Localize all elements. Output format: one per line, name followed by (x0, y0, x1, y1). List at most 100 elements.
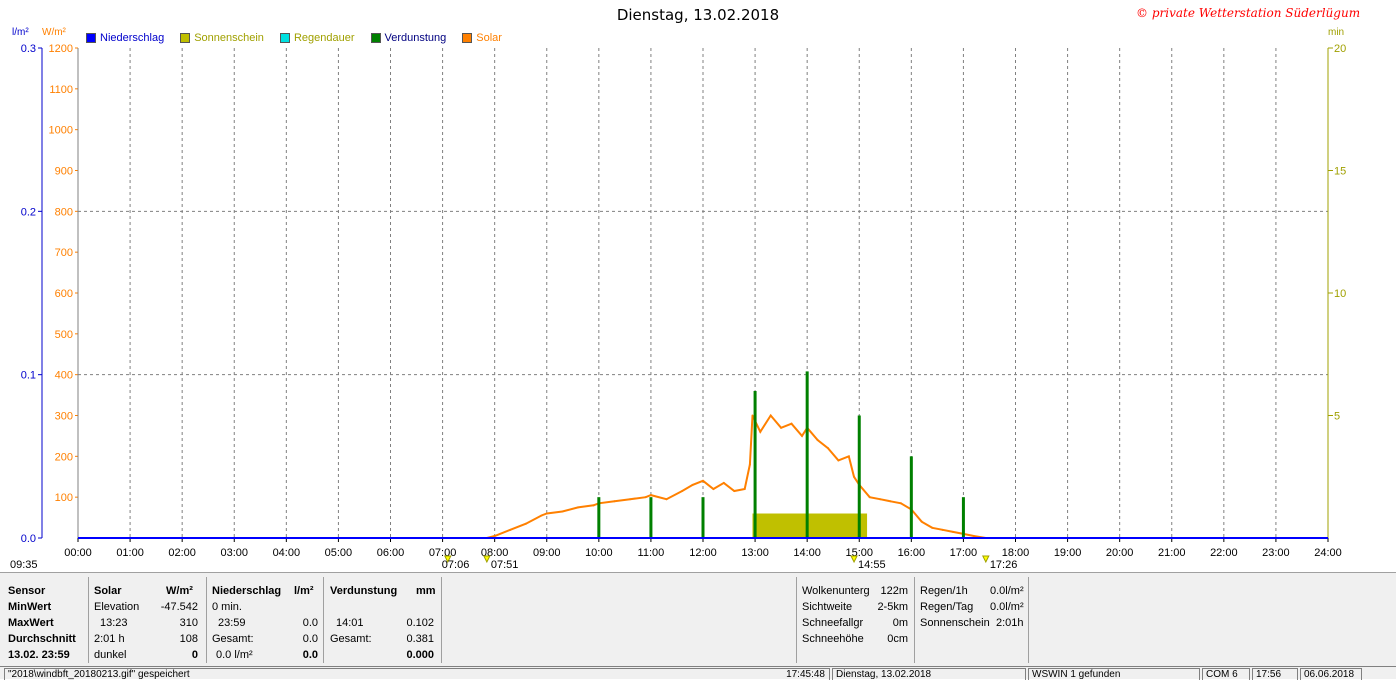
status-date: Dienstag, 13.02.2018 (832, 668, 1026, 680)
solar-point (712, 488, 715, 490)
x-tick-label: 04:00 (273, 547, 301, 559)
marker-label: 09:35 (10, 559, 38, 571)
legend-item: Regendauer (279, 32, 355, 44)
legend-label: Solar (476, 32, 502, 44)
y-solar-tick-label: 900 (55, 166, 73, 178)
solar-point (780, 426, 783, 429)
legend-swatch (86, 33, 96, 43)
legend-label: Sonnenschein (194, 32, 264, 44)
legend-swatch (370, 33, 381, 43)
legend-swatch (462, 33, 473, 43)
evaporation-bar (857, 415, 861, 538)
divider (1028, 577, 1029, 663)
status-file-text: "2018\windbft_20180213.gif" gespeichert (8, 669, 190, 680)
solar-point (748, 463, 751, 466)
x-tick-label: 22:00 (1210, 547, 1238, 559)
solar-point (847, 455, 850, 458)
stats-rain-text: 0.0 l/m² (216, 649, 253, 661)
solar-point (769, 414, 772, 417)
stats-row-label: MinWert (8, 601, 52, 613)
solar-point (665, 498, 668, 501)
legend-label: Verdunstung (384, 32, 447, 44)
y-rain-tick-label: 0.0 (21, 533, 36, 545)
solar-point (629, 498, 632, 501)
extra-value: 0.0l/m² (990, 585, 1024, 597)
solar-point (816, 439, 819, 441)
extra-value: 0cm (887, 633, 908, 645)
stats-rain-text: 23:59 (218, 617, 246, 629)
x-tick-label: 23:00 (1262, 547, 1290, 559)
y-solar-tick-label: 600 (55, 288, 73, 300)
stats-header-rain-unit: l/m² (294, 585, 314, 597)
stats-solar-text: Elevation (94, 601, 140, 613)
stats-solar-value: -47.542 (160, 601, 198, 613)
y-right-tick-label: 20 (1334, 43, 1346, 55)
evaporation-bar (961, 497, 965, 538)
solar-point (837, 459, 840, 462)
unit-solar: W/m² (42, 27, 66, 38)
chart-title: Dienstag, 13.02.2018 (616, 6, 780, 24)
x-tick-label: 20:00 (1106, 547, 1134, 559)
solar-point (759, 430, 762, 433)
solar-point (868, 496, 871, 499)
solar-point (493, 534, 496, 537)
x-tick-label: 09:00 (533, 547, 561, 559)
status-clock: 17:56 (1252, 668, 1298, 680)
status-file: "2018\windbft_20180213.gif" gespeichert … (4, 668, 830, 680)
x-tick-label: 02:00 (168, 547, 196, 559)
solar-point (509, 528, 512, 531)
unit-minutes: min (1328, 27, 1345, 38)
x-tick-label: 18:00 (1002, 547, 1030, 559)
marker-label: 07:51 (491, 559, 519, 571)
stats-evap-value: 0.102 (406, 617, 434, 629)
solar-point (540, 514, 543, 517)
marker-icon (443, 555, 452, 564)
stats-solar-value: 310 (179, 617, 198, 629)
divider (88, 577, 89, 663)
y-right-tick-label: 15 (1334, 166, 1346, 178)
stats-header-evap-unit: mm (416, 585, 436, 597)
solar-point (751, 414, 754, 417)
stats-panel: Sensor Solar W/m² Niederschlag l/m² Verd… (0, 572, 1396, 667)
solar-point (592, 504, 595, 507)
marker-label: 14:55 (858, 559, 886, 571)
stats-rain-value: 0.0 (302, 633, 318, 645)
copyright-label: © private Wetterstation Süderlügum (1136, 6, 1361, 20)
extra-key: Schneefallgr (802, 617, 864, 629)
extra-key: Wolkenunterg (802, 585, 870, 597)
x-tick-label: 16:00 (898, 547, 926, 559)
y-solar-tick-label: 1100 (49, 84, 73, 96)
solar-point (577, 506, 579, 509)
x-tick-label: 14:00 (793, 547, 821, 559)
x-tick-label: 19:00 (1054, 547, 1082, 559)
solar-point (524, 522, 527, 525)
stats-header-evap: Verdunstung (330, 585, 398, 597)
y-right-tick-label: 10 (1334, 288, 1346, 300)
x-tick-label: 24:00 (1314, 547, 1342, 559)
y-solar-tick-label: 300 (55, 411, 73, 423)
x-tick-label: 15:00 (845, 547, 873, 559)
stats-rain-value: 0.0 (302, 649, 318, 661)
evaporation-bar (909, 456, 913, 538)
x-tick-label: 17:00 (950, 547, 978, 559)
x-tick-label: 03:00 (220, 547, 248, 559)
divider (914, 577, 915, 663)
y-solar-tick-label: 500 (55, 329, 73, 341)
solar-point (920, 520, 923, 523)
evaporation-bar (597, 497, 601, 538)
marker-icon (982, 555, 990, 564)
solar-point (952, 530, 954, 533)
x-tick-label: 10:00 (585, 547, 613, 559)
solar-point (931, 526, 934, 529)
stats-solar-text: 2:01 h (94, 633, 125, 645)
status-today: 06.06.2018 (1300, 668, 1362, 680)
x-tick-label: 21:00 (1158, 547, 1186, 559)
stats-rain-text: Gesamt: (212, 633, 254, 645)
stats-row-label: MaxWert (8, 617, 54, 629)
solar-point (702, 479, 704, 482)
solar-point (743, 488, 746, 490)
extra-key: Sonnenschein (920, 617, 990, 629)
evaporation-bar (649, 497, 653, 538)
legend-label: Regendauer (293, 32, 355, 44)
solar-point (644, 496, 647, 499)
